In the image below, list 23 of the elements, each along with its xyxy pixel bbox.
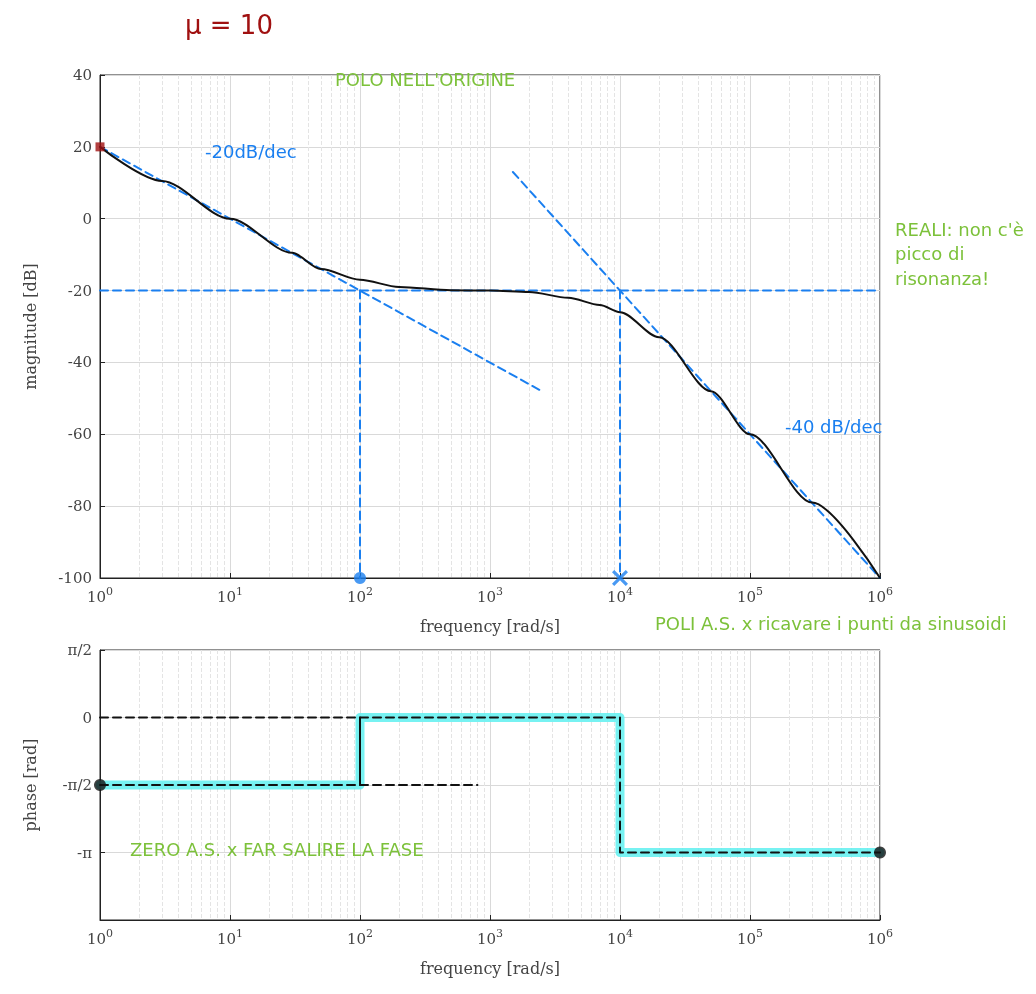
text: REALI: non c'è picco di risonanza! bbox=[895, 218, 1025, 291]
y-tick-label: 0 bbox=[82, 209, 92, 228]
y-tick-label: 0 bbox=[82, 708, 92, 727]
x-axis-title: frequency [rad/s] bbox=[420, 616, 560, 636]
annotation: -20dB/dec bbox=[205, 140, 297, 164]
y-tick-label: 40 bbox=[72, 66, 92, 84]
y-tick-label: -20 bbox=[67, 281, 92, 300]
y-tick-label: -100 bbox=[58, 569, 92, 587]
y-tick-label: -π/2 bbox=[62, 776, 92, 794]
y-tick-label: -60 bbox=[67, 425, 92, 444]
annotation: -40 dB/dec bbox=[785, 415, 883, 439]
text: μ = 10 bbox=[185, 9, 273, 42]
y-axis-title: phase [rad] bbox=[20, 738, 40, 832]
y-tick-label: -40 bbox=[67, 353, 92, 372]
y-tick-label: -80 bbox=[67, 497, 92, 516]
y-tick-label: 20 bbox=[72, 137, 92, 156]
y-tick-label: -π bbox=[77, 843, 93, 862]
y-tick-label: π/2 bbox=[67, 641, 92, 659]
y-axis-title: magnitude [dB] bbox=[20, 263, 40, 390]
annotation: POLO NELL'ORIGINE bbox=[335, 68, 516, 92]
x-axis-title: frequency [rad/s] bbox=[420, 958, 560, 978]
annotation: ZERO A.S. x FAR SALIRE LA FASE bbox=[130, 838, 424, 862]
text: POLI A.S. x ricavare i punti da sinusoidi bbox=[655, 612, 1007, 636]
